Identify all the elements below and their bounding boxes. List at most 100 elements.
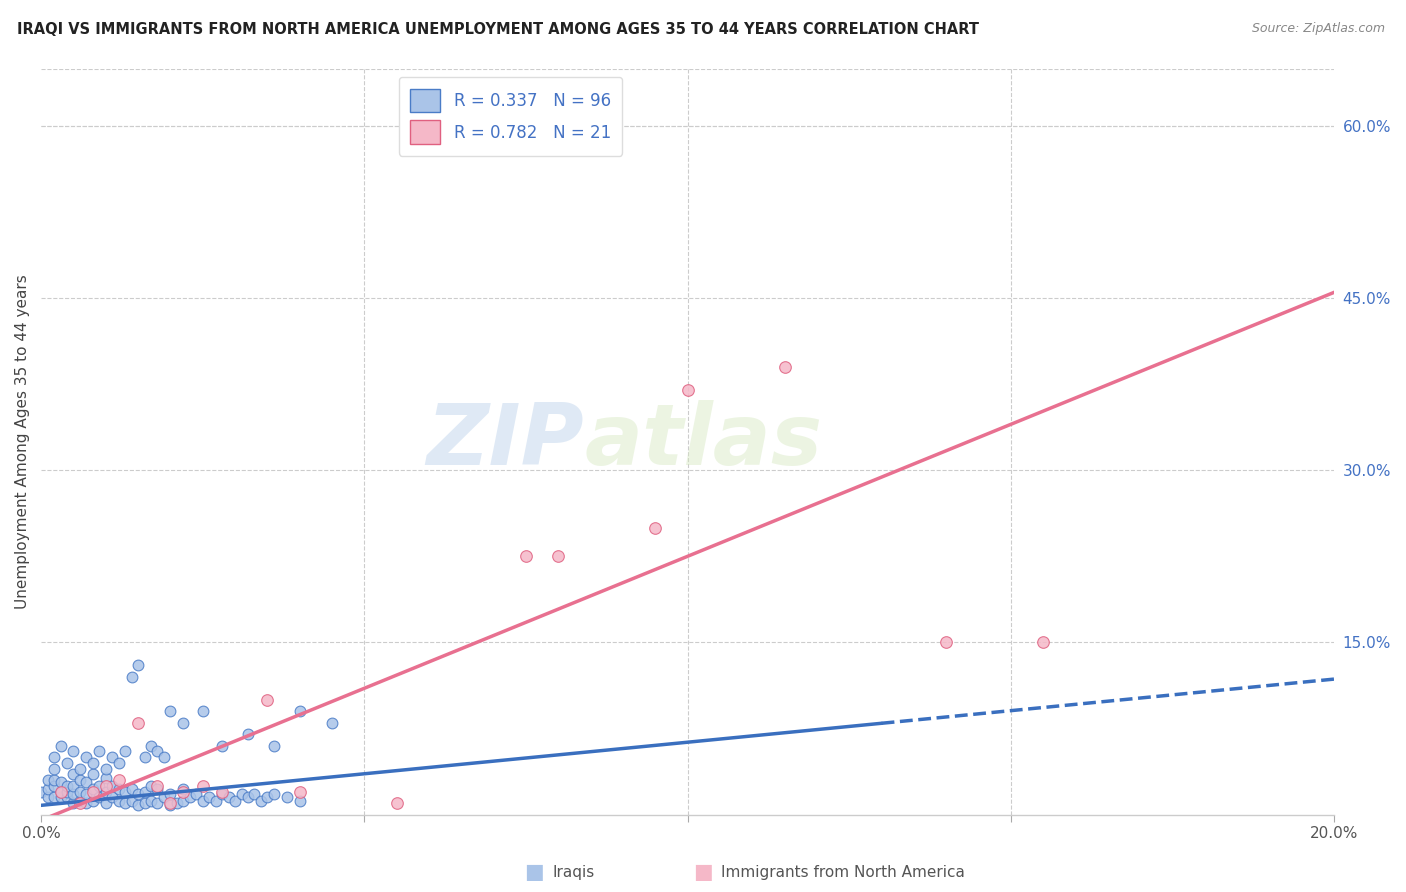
Point bbox=[224, 794, 246, 808]
Point bbox=[288, 704, 311, 718]
Point bbox=[75, 796, 97, 810]
Point bbox=[94, 771, 117, 785]
Text: Source: ZipAtlas.com: Source: ZipAtlas.com bbox=[1251, 22, 1385, 36]
Point bbox=[198, 790, 221, 805]
Point bbox=[56, 756, 79, 770]
Point bbox=[49, 739, 72, 753]
Point bbox=[385, 796, 408, 810]
Point bbox=[153, 790, 176, 805]
Point bbox=[256, 790, 278, 805]
Point bbox=[62, 779, 84, 793]
Point bbox=[186, 787, 208, 801]
Point bbox=[42, 790, 65, 805]
Y-axis label: Unemployment Among Ages 35 to 44 years: Unemployment Among Ages 35 to 44 years bbox=[15, 274, 30, 609]
Point bbox=[62, 796, 84, 810]
Point bbox=[191, 704, 214, 718]
Point bbox=[37, 782, 59, 797]
Point bbox=[204, 794, 226, 808]
Text: ■: ■ bbox=[693, 863, 713, 882]
Point bbox=[139, 739, 162, 753]
Point bbox=[146, 744, 169, 758]
Point bbox=[127, 798, 149, 813]
Point bbox=[94, 796, 117, 810]
Point bbox=[82, 756, 104, 770]
Point bbox=[236, 790, 259, 805]
Point bbox=[288, 794, 311, 808]
Point bbox=[515, 549, 537, 564]
Point bbox=[211, 787, 233, 801]
Point bbox=[114, 744, 136, 758]
Point bbox=[75, 750, 97, 764]
Point bbox=[114, 796, 136, 810]
Point bbox=[256, 692, 278, 706]
Point bbox=[82, 767, 104, 781]
Point bbox=[49, 775, 72, 789]
Point bbox=[107, 756, 129, 770]
Point bbox=[49, 784, 72, 798]
Point bbox=[146, 796, 169, 810]
Point bbox=[62, 767, 84, 781]
Point bbox=[211, 784, 233, 798]
Point bbox=[263, 739, 285, 753]
Text: ZIP: ZIP bbox=[426, 400, 585, 483]
Text: ■: ■ bbox=[524, 863, 544, 882]
Point bbox=[75, 775, 97, 789]
Point bbox=[69, 794, 91, 808]
Text: Immigrants from North America: Immigrants from North America bbox=[721, 865, 965, 880]
Point bbox=[107, 773, 129, 788]
Point bbox=[127, 658, 149, 673]
Point bbox=[218, 790, 240, 805]
Point bbox=[153, 750, 176, 764]
Point bbox=[134, 784, 156, 798]
Point bbox=[49, 784, 72, 798]
Point bbox=[42, 779, 65, 793]
Point bbox=[172, 782, 194, 797]
Point bbox=[107, 782, 129, 797]
Point bbox=[250, 794, 273, 808]
Point bbox=[159, 704, 181, 718]
Point bbox=[69, 773, 91, 788]
Point bbox=[75, 787, 97, 801]
Point bbox=[89, 744, 111, 758]
Point bbox=[191, 794, 214, 808]
Point bbox=[243, 787, 266, 801]
Point bbox=[288, 784, 311, 798]
Point bbox=[935, 635, 957, 649]
Point bbox=[191, 779, 214, 793]
Point bbox=[676, 383, 699, 397]
Point bbox=[159, 798, 181, 813]
Point bbox=[94, 779, 117, 793]
Point bbox=[139, 779, 162, 793]
Point bbox=[56, 790, 79, 805]
Point bbox=[82, 782, 104, 797]
Point bbox=[211, 739, 233, 753]
Point bbox=[127, 715, 149, 730]
Point bbox=[37, 790, 59, 805]
Point bbox=[89, 790, 111, 805]
Point bbox=[1032, 635, 1054, 649]
Point bbox=[42, 750, 65, 764]
Point bbox=[159, 787, 181, 801]
Point bbox=[69, 784, 91, 798]
Point bbox=[121, 794, 143, 808]
Point bbox=[49, 790, 72, 805]
Point bbox=[94, 784, 117, 798]
Text: atlas: atlas bbox=[585, 400, 823, 483]
Point bbox=[159, 796, 181, 810]
Point bbox=[134, 750, 156, 764]
Point bbox=[179, 790, 201, 805]
Point bbox=[146, 782, 169, 797]
Point bbox=[37, 773, 59, 788]
Point bbox=[62, 787, 84, 801]
Point bbox=[236, 727, 259, 741]
Point bbox=[101, 750, 124, 764]
Point bbox=[547, 549, 569, 564]
Point bbox=[69, 762, 91, 776]
Point bbox=[121, 782, 143, 797]
Point bbox=[172, 715, 194, 730]
Point bbox=[101, 790, 124, 805]
Point bbox=[94, 762, 117, 776]
Point bbox=[56, 779, 79, 793]
Point bbox=[69, 796, 91, 810]
Point bbox=[114, 784, 136, 798]
